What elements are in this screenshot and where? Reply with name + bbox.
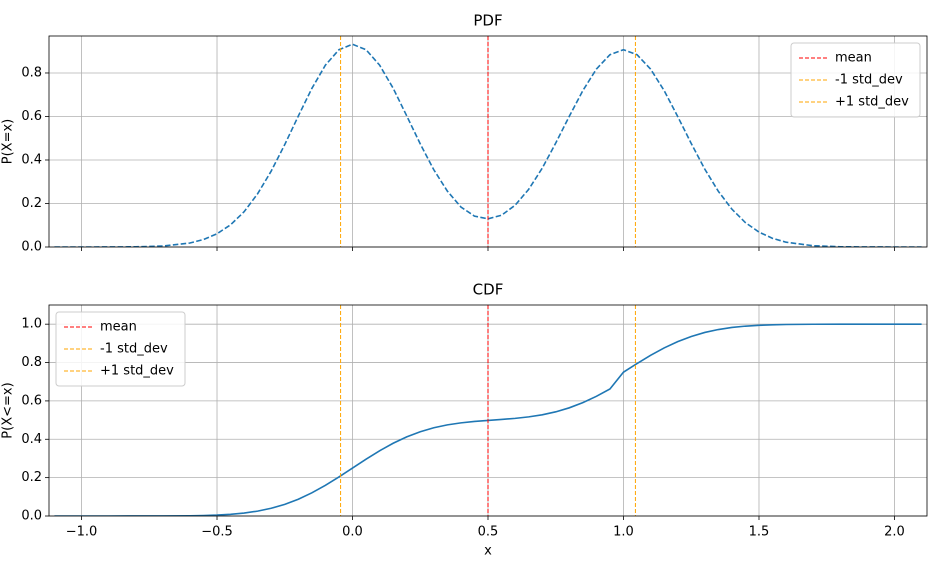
y-axis-label: P(X=x): [1, 119, 16, 164]
y-tick-label: 0.2: [21, 196, 42, 211]
chart-title: PDF: [473, 12, 502, 30]
plot-frame: [48, 35, 928, 248]
series-line: [54, 43, 922, 247]
x-axis-label: x: [484, 544, 492, 559]
y-tick-label: 0.4: [21, 152, 42, 167]
legend-label: -1 std_dev: [835, 73, 903, 88]
y-tick-label: 0.2: [21, 470, 42, 485]
x-tick-label: −1.0: [66, 525, 98, 540]
x-tick-label: 0.5: [478, 525, 499, 540]
legend-box: [790, 42, 921, 118]
y-tick-label: 1.0: [21, 317, 42, 332]
x-tick-label: 1.0: [613, 525, 634, 540]
y-tick-label: 0.0: [21, 509, 42, 524]
x-tick-label: 0.0: [342, 525, 363, 540]
y-tick-label: 0.0: [21, 240, 42, 255]
legend-label: mean: [100, 320, 137, 335]
y-tick-label: 0.6: [21, 109, 42, 124]
chart-title: CDF: [473, 281, 504, 299]
x-tick-label: −0.5: [201, 525, 233, 540]
y-axis-label: P(X<=x): [1, 382, 16, 438]
x-tick-label: 1.5: [749, 525, 770, 540]
y-tick-label: 0.8: [21, 355, 42, 370]
legend-label: mean: [835, 51, 872, 66]
y-tick-label: 0.4: [21, 432, 42, 447]
x-tick-label: 2.0: [884, 525, 905, 540]
y-tick-label: 0.6: [21, 393, 42, 408]
legend-label: +1 std_dev: [100, 364, 174, 379]
legend-label: +1 std_dev: [835, 95, 909, 110]
y-tick-label: 0.8: [21, 65, 42, 80]
legend-label: -1 std_dev: [100, 342, 168, 357]
plot-frame: [48, 304, 928, 517]
legend-box: [55, 311, 186, 387]
